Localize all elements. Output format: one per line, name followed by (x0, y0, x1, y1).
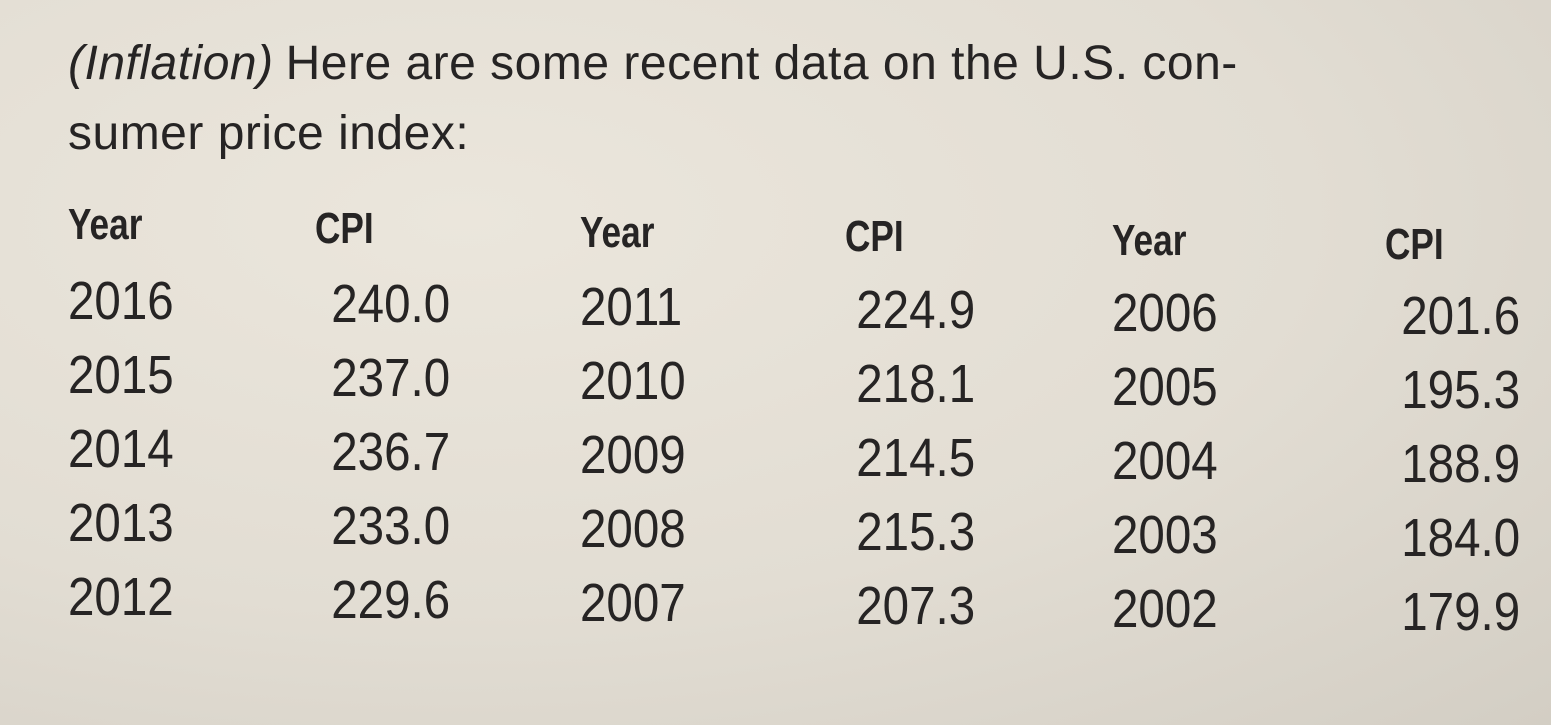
year: 2011 (580, 277, 683, 337)
year: 2014 (68, 419, 174, 479)
year: 2004 (1112, 431, 1218, 491)
year: 2007 (580, 573, 686, 633)
cpi-value: 179.9 (1401, 582, 1520, 642)
cpi-value: 215.3 (856, 502, 975, 562)
cpi-value: 195.3 (1401, 360, 1520, 420)
cpi-value: 214.5 (856, 428, 975, 488)
intro-line: (Inflation) Here are some recent data on … (68, 36, 1238, 91)
year: 2013 (68, 493, 174, 553)
column-header: Year (68, 200, 143, 249)
column-header: CPI (845, 212, 904, 261)
cpi-value: 218.1 (856, 354, 975, 414)
column-header: Year (1112, 216, 1187, 265)
cpi-value: 240.0 (331, 274, 450, 334)
cpi-value: 184.0 (1401, 508, 1520, 568)
year: 2003 (1112, 505, 1218, 565)
year: 2012 (68, 567, 174, 627)
cpi-value: 233.0 (331, 496, 450, 556)
year: 2008 (580, 499, 686, 559)
cpi-value: 201.6 (1401, 286, 1520, 346)
year: 2015 (68, 345, 174, 405)
year: 2009 (580, 425, 686, 485)
column-header: CPI (1385, 220, 1444, 269)
cpi-value: 236.7 (331, 422, 450, 482)
year: 2002 (1112, 579, 1218, 639)
year: 2016 (68, 271, 174, 331)
column-header: Year (580, 208, 655, 257)
intro-text: Here are some recent data on the U.S. co… (285, 37, 1238, 90)
year: 2006 (1112, 283, 1218, 343)
cpi-value: 207.3 (856, 576, 975, 636)
intro-line: sumer price index: (68, 107, 470, 160)
cpi-value: 188.9 (1401, 434, 1520, 494)
year: 2005 (1112, 357, 1218, 417)
column-header: CPI (315, 204, 374, 253)
cpi-value: 224.9 (856, 280, 975, 340)
exercise-label: (Inflation) (68, 37, 274, 90)
cpi-value: 237.0 (331, 348, 450, 408)
year: 2010 (580, 351, 686, 411)
cpi-value: 229.6 (331, 570, 450, 630)
